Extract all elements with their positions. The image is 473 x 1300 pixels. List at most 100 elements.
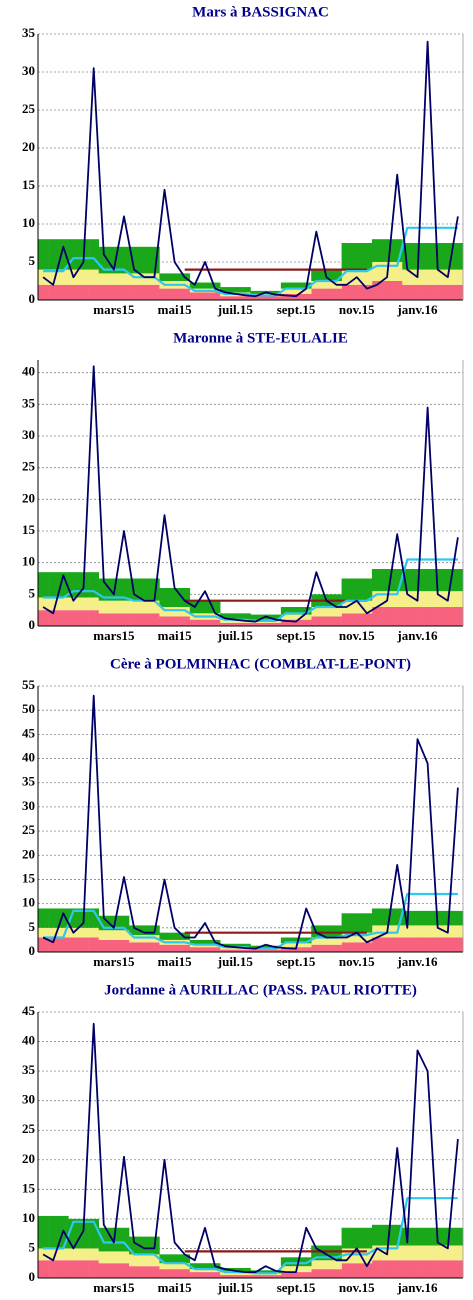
x-tick-label: sept.15 [277, 1280, 316, 1295]
band-segment [68, 1248, 79, 1261]
band-segment [371, 281, 383, 300]
band-segment [412, 937, 423, 952]
band-segment [442, 243, 454, 270]
band-segment [361, 1248, 373, 1264]
band-segment [68, 284, 79, 300]
band-segment [159, 607, 170, 617]
y-tick-label: 25 [22, 459, 36, 474]
band-segment [412, 284, 423, 300]
band-segment [88, 269, 100, 285]
band-segment [210, 1269, 221, 1273]
band-segment [422, 925, 433, 938]
band-segment [270, 622, 282, 626]
band-segment [321, 937, 332, 945]
band-segment [351, 913, 363, 933]
band-segment [311, 1260, 322, 1270]
x-tick-label: juil.15 [217, 302, 254, 317]
y-tick-label: 30 [22, 1092, 35, 1107]
band-segment [108, 930, 120, 940]
band-segment [230, 619, 241, 623]
band-segment [351, 942, 363, 952]
band-segment [412, 607, 423, 626]
band-segment [179, 616, 191, 626]
band-segment [422, 269, 433, 285]
y-tick-label: 30 [22, 63, 35, 78]
band-segment [78, 284, 89, 300]
band-segment [432, 269, 444, 285]
band-segment [240, 613, 251, 620]
band-segment [412, 569, 423, 592]
band-segment [98, 273, 110, 285]
x-tick-label: juil.15 [217, 954, 254, 969]
band-segment [301, 947, 312, 952]
band-segment [179, 944, 191, 952]
band-segment [371, 1245, 383, 1261]
band-segment [98, 284, 110, 300]
band-segment [422, 243, 433, 270]
band-segment [139, 942, 150, 952]
band-segment [351, 578, 363, 601]
band-segment [48, 239, 59, 270]
band-segment [361, 578, 373, 601]
band-segment [412, 925, 423, 938]
band-segment [311, 607, 322, 617]
band-segment [139, 1254, 150, 1267]
band-segment [260, 622, 272, 626]
band-segment [361, 243, 373, 270]
band-segment [118, 1227, 130, 1252]
band-segment [98, 1263, 110, 1278]
band-segment [129, 935, 140, 943]
band-segment [220, 613, 231, 620]
band-segment [230, 949, 241, 952]
band-segment [301, 1257, 312, 1267]
band-segment [331, 269, 342, 281]
band-segment [169, 607, 180, 617]
band-segment [139, 273, 150, 285]
band-segment [240, 622, 251, 626]
y-tick-label: 10 [22, 1210, 35, 1225]
band-segment [311, 937, 322, 945]
y-tick-label: 30 [22, 427, 35, 442]
band-segment [98, 246, 110, 274]
band-segment [321, 944, 332, 952]
band-segment [301, 288, 312, 294]
band-segment [48, 269, 59, 285]
band-segment [199, 1269, 211, 1273]
band-segment [290, 282, 302, 289]
band-segment [48, 1215, 59, 1249]
band-segment [382, 607, 393, 626]
band-segment [361, 932, 373, 943]
band-segment [452, 1227, 464, 1246]
band-segment [311, 616, 322, 626]
y-tick-label: 5 [29, 585, 36, 600]
band-segment [361, 284, 373, 300]
y-tick-label: 20 [22, 1151, 35, 1166]
band-segment [240, 1272, 251, 1276]
x-tick-label: nov.15 [339, 1280, 375, 1295]
band-segment [361, 1227, 373, 1249]
y-tick-label: 15 [22, 177, 36, 192]
band-segment [382, 281, 393, 300]
band-segment [139, 284, 150, 300]
band-segment [118, 1251, 130, 1264]
y-tick-label: 25 [22, 1121, 36, 1136]
band-segment [432, 569, 444, 592]
band-segment [361, 1263, 373, 1278]
band-segment [118, 1263, 130, 1278]
band-segment [129, 284, 140, 300]
band-segment [280, 293, 292, 300]
x-tick-label: janv.16 [396, 628, 438, 643]
band-segment [48, 937, 59, 952]
band-segment [48, 610, 59, 626]
band-segment [301, 614, 312, 620]
band-segment [48, 597, 59, 611]
band-segment [98, 600, 110, 614]
band-segment [179, 588, 191, 607]
band-segment [442, 284, 454, 300]
band-segment [371, 925, 383, 938]
band-segment [371, 607, 383, 626]
band-segment [331, 925, 342, 938]
band-segment [189, 947, 201, 952]
band-segment [452, 1245, 464, 1261]
band-segment [280, 1266, 292, 1273]
